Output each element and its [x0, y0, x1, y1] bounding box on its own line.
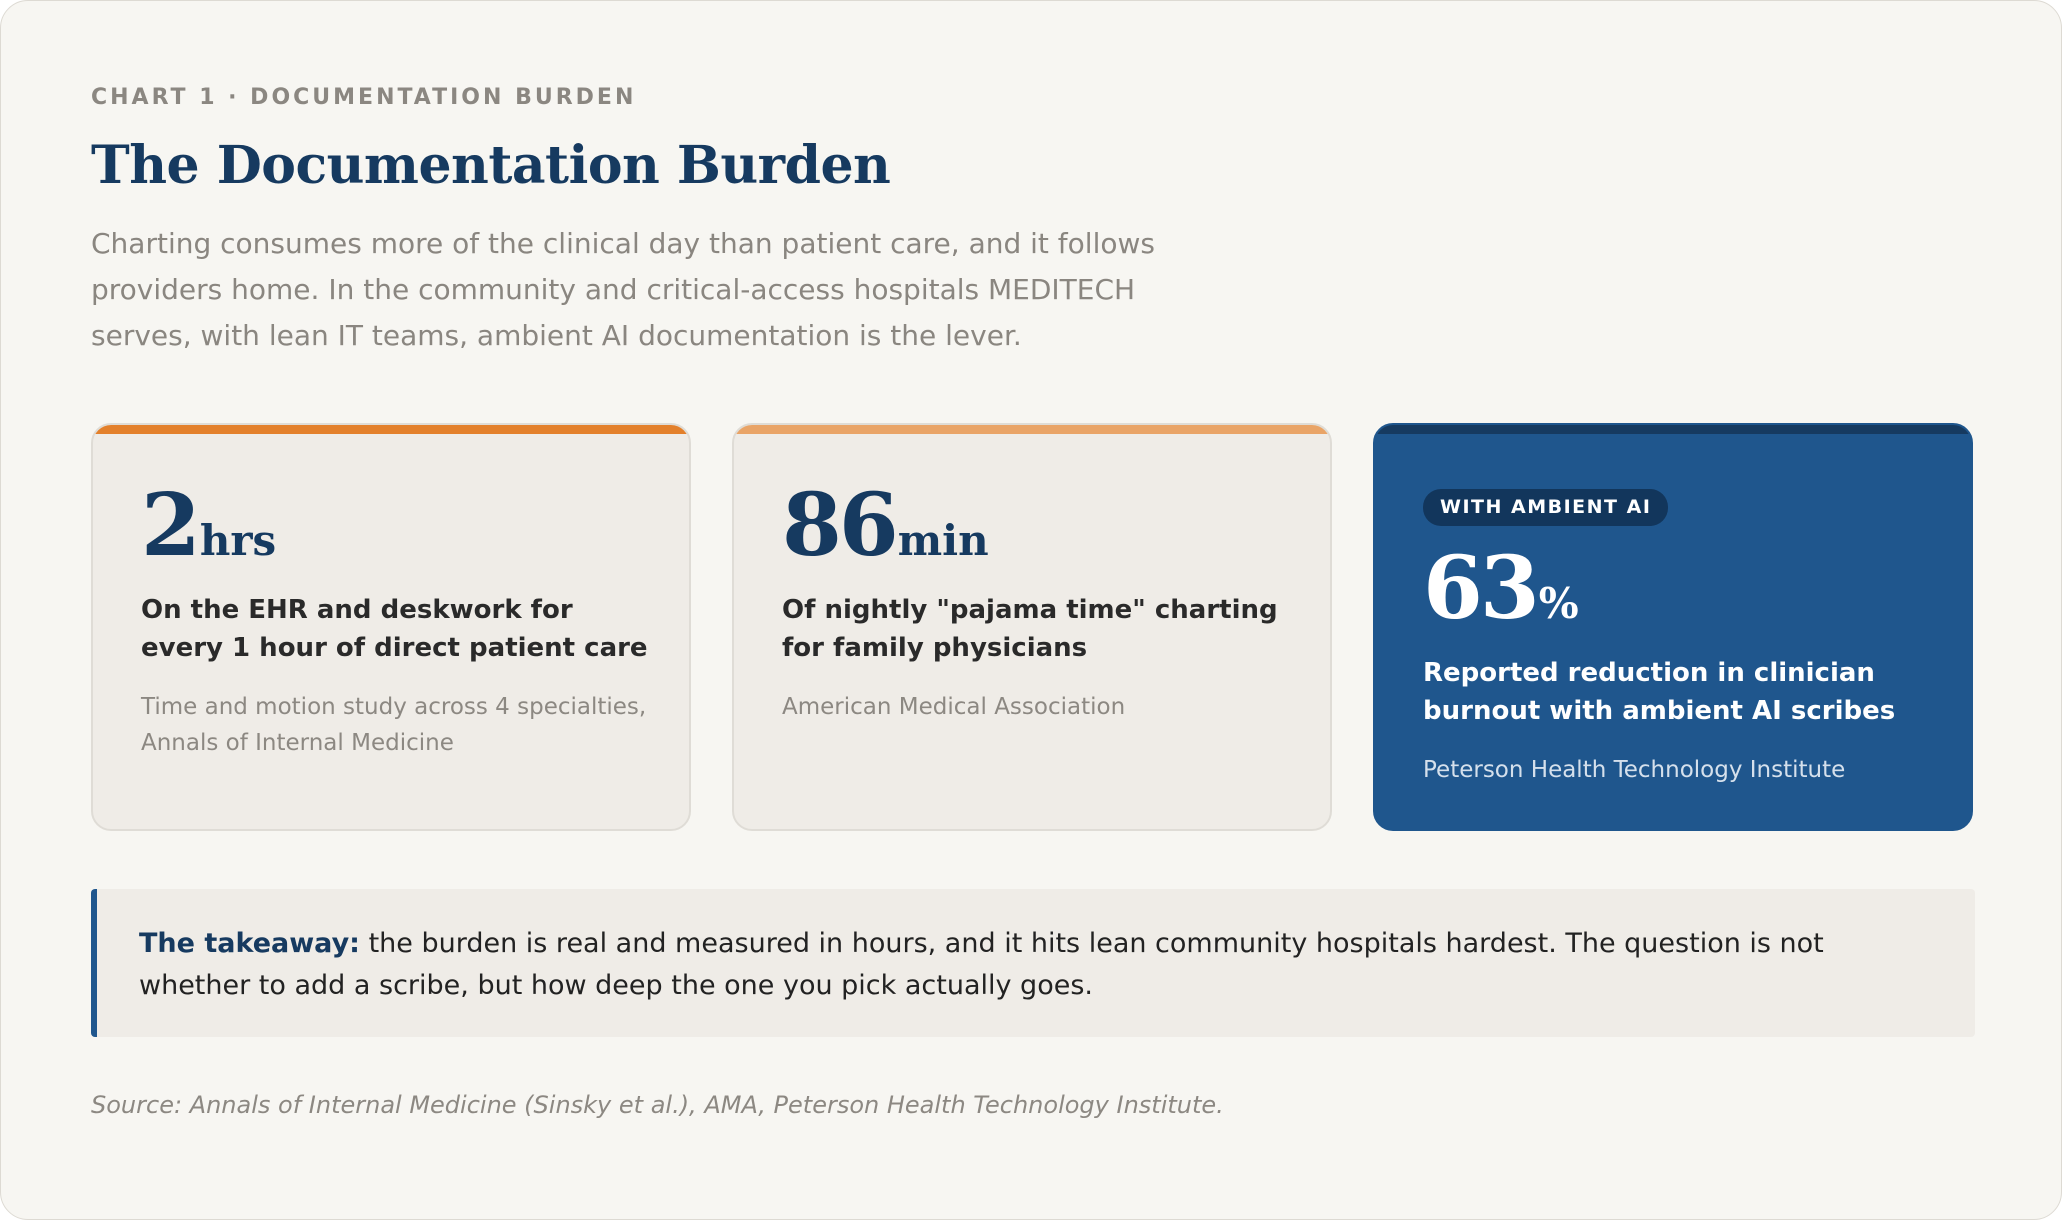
source-note: Source: Annals of Internal Medicine (Sin…	[91, 1091, 1224, 1119]
stat-number: 63	[1423, 538, 1540, 639]
stat-value: 63%	[1423, 546, 1931, 632]
stat-value: 2hrs	[141, 483, 649, 569]
stat-card-ehr-hours: 2hrs On the EHR and deskwork for every 1…	[91, 423, 691, 831]
stat-label: Reported reduction in clinician burnout …	[1423, 658, 1896, 726]
takeaway-text: the burden is real and measured in hours…	[139, 928, 1824, 1001]
stat-card-ambient-ai: WITH AMBIENT AI 63% Reported reduction i…	[1373, 423, 1973, 831]
stat-unit: min	[897, 516, 989, 565]
page-subtitle: Charting consumes more of the clinical d…	[91, 227, 1155, 352]
stat-number: 2	[141, 475, 201, 576]
stat-card-accent-bar	[1375, 425, 1971, 434]
stat-value: 86min	[782, 483, 1290, 569]
stat-label: Of nightly "pajama time" charting for fa…	[782, 595, 1278, 663]
stat-source: American Medical Association	[782, 694, 1126, 720]
takeaway-callout: The takeaway: the burden is real and mea…	[91, 889, 1975, 1037]
stat-unit: hrs	[199, 516, 277, 565]
stat-card-accent-bar	[734, 425, 1330, 434]
stat-unit: %	[1538, 579, 1579, 628]
stat-number: 86	[782, 475, 899, 576]
stat-source: Peterson Health Technology Institute	[1423, 757, 1846, 783]
chart-eyebrow: CHART 1 · DOCUMENTATION BURDEN	[91, 85, 637, 110]
stat-label: On the EHR and deskwork for every 1 hour…	[141, 595, 648, 663]
stat-card-pajama-time: 86min Of nightly "pajama time" charting …	[732, 423, 1332, 831]
stat-source: Time and motion study across 4 specialti…	[141, 694, 647, 756]
takeaway-lead: The takeaway:	[139, 928, 360, 959]
page-title: The Documentation Burden	[91, 135, 891, 196]
ambient-ai-badge: WITH AMBIENT AI	[1423, 489, 1669, 526]
stat-card-accent-bar	[93, 425, 689, 434]
